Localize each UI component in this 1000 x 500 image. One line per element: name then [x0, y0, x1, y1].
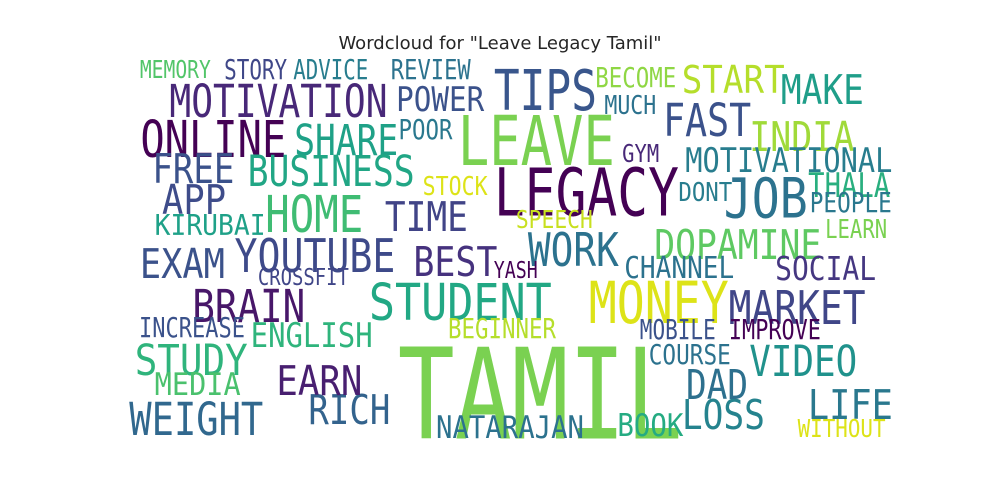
- word-memory: MEMORY: [139, 55, 211, 85]
- word-study: STUDY: [134, 335, 248, 386]
- word-weight: WEIGHT: [129, 392, 263, 446]
- word-tips: TIPS: [493, 58, 597, 125]
- word-beginner: BEGINNER: [448, 313, 556, 345]
- word-yash: YASH: [494, 257, 538, 284]
- word-share: SHARE: [293, 115, 399, 166]
- word-legacy: LEGACY: [493, 155, 679, 231]
- word-natarajan: NATARAJAN: [435, 409, 584, 446]
- word-business: BUSINESS: [247, 146, 415, 197]
- word-brain: BRAIN: [192, 279, 306, 333]
- word-work: WORK: [527, 222, 619, 278]
- word-power: POWER: [395, 79, 485, 121]
- word-time: TIME: [384, 192, 468, 241]
- word-life: LIFE: [807, 380, 893, 429]
- word-make: MAKE: [780, 65, 864, 114]
- word-advice: ADVICE: [293, 54, 369, 86]
- word-speech: SPEECH: [515, 205, 593, 235]
- word-media: MEDIA: [155, 366, 241, 403]
- word-best: BEST: [412, 237, 498, 286]
- word-dopamine: DOPAMINE: [654, 220, 822, 269]
- word-india: INDIA: [749, 112, 855, 161]
- word-motivational: MOTIVATIONAL: [685, 140, 893, 182]
- word-online: ONLINE: [140, 110, 286, 170]
- word-improve: IMPROVE: [729, 314, 821, 346]
- word-video: VIDEO: [749, 336, 857, 387]
- word-review: REVIEW: [390, 54, 471, 86]
- word-thala: THALA: [807, 165, 890, 207]
- chart-title: Wordcloud for "Leave Legacy Tamil": [338, 33, 662, 54]
- word-loss: LOSS: [681, 390, 765, 439]
- word-money: MONEY: [588, 270, 730, 337]
- word-home: HOME: [264, 185, 364, 245]
- word-book: BOOK: [617, 407, 683, 444]
- word-poor: POOR: [399, 114, 453, 146]
- word-stock: STOCK: [422, 171, 488, 203]
- word-people: PEOPLE: [809, 187, 893, 219]
- word-leave: LEAVE: [457, 102, 615, 183]
- word-motivation: MOTIVATION: [168, 74, 388, 128]
- word-story: STORY: [224, 54, 288, 86]
- word-fast: FAST: [662, 93, 752, 147]
- word-channel: CHANNEL: [623, 250, 735, 287]
- word-start: START: [681, 57, 785, 103]
- word-course: COURSE: [648, 339, 732, 371]
- word-become: BECOME: [595, 62, 677, 94]
- word-market: MARKET: [728, 280, 866, 336]
- word-learn: LEARN: [825, 214, 887, 246]
- word-rich: RICH: [308, 385, 390, 434]
- word-job: JOB: [723, 166, 808, 231]
- word-exam: EXAM: [139, 239, 225, 288]
- word-earn: EARN: [275, 356, 363, 405]
- word-youtube: YOUTUBE: [234, 228, 396, 284]
- word-tamil: TAMIL: [397, 321, 683, 469]
- word-gym: GYM: [622, 139, 660, 169]
- word-social: SOCIAL: [775, 248, 877, 288]
- word-without: WITHOUT: [797, 414, 887, 444]
- word-dad: DAD: [686, 360, 748, 409]
- word-free: FREE: [152, 144, 234, 193]
- word-english: ENGLISH: [251, 315, 373, 357]
- word-increase: INCREASE: [138, 312, 245, 344]
- word-student: STUDENT: [368, 273, 552, 333]
- word-kirubai: KIRUBAI: [154, 207, 266, 242]
- word-app: APP: [162, 175, 226, 224]
- word-dont: DONT: [678, 177, 732, 209]
- word-much: MUCH: [604, 90, 656, 122]
- word-crossfit: CROSSFIT: [257, 264, 349, 291]
- word-mobile: MOBILE: [639, 314, 716, 346]
